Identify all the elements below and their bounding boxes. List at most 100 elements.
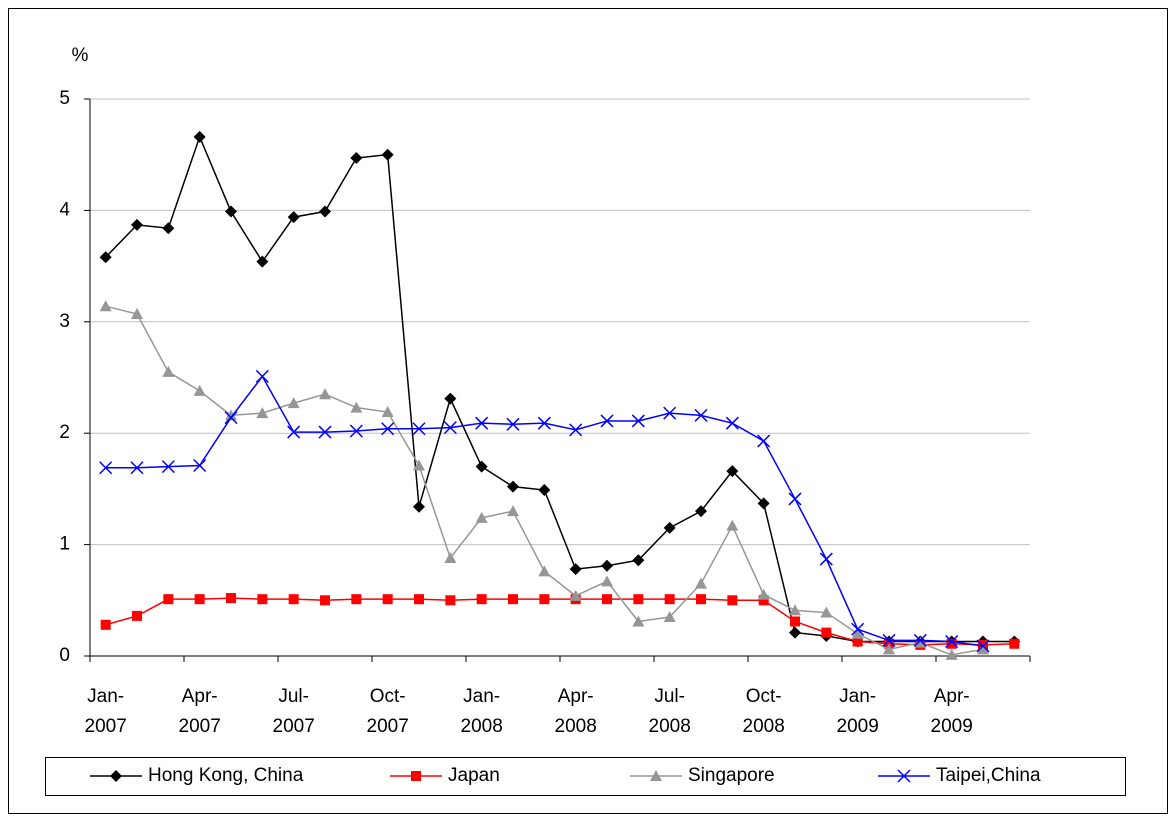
marker [411, 771, 421, 781]
marker [537, 416, 551, 430]
marker [946, 638, 957, 649]
marker [664, 594, 675, 605]
marker [99, 300, 112, 312]
marker [350, 401, 363, 413]
marker [977, 643, 989, 655]
marker [475, 416, 489, 430]
y-tick-label: 4 [59, 199, 70, 220]
marker [726, 519, 739, 531]
marker [913, 633, 927, 647]
x-tick-label: Jan-2009 [837, 686, 879, 737]
marker [193, 384, 206, 396]
marker [351, 594, 362, 605]
x-tick-label: Oct-2007 [367, 686, 409, 737]
marker [976, 639, 990, 653]
y-axis-label: % [72, 45, 89, 66]
marker [945, 634, 959, 649]
marker [790, 616, 800, 627]
marker [110, 770, 122, 782]
marker [100, 619, 111, 630]
marker [226, 593, 236, 604]
x-tick-label: Jan-2007 [85, 686, 127, 737]
marker [726, 465, 739, 478]
marker [287, 211, 300, 224]
marker [413, 500, 425, 513]
marker [663, 406, 677, 420]
marker [897, 769, 911, 783]
marker [130, 461, 144, 475]
marker [695, 577, 707, 589]
marker [381, 148, 394, 161]
legend-label: Hong Kong, China [148, 765, 304, 786]
marker [883, 643, 895, 655]
marker [444, 392, 457, 405]
marker [1009, 638, 1020, 649]
marker [318, 425, 332, 439]
marker [882, 633, 896, 647]
marker [132, 610, 142, 621]
marker [475, 460, 488, 473]
marker [851, 622, 865, 636]
marker [600, 414, 614, 428]
marker [663, 521, 676, 534]
y-tick-label: 5 [59, 88, 70, 109]
y-tick-label: 3 [59, 311, 70, 332]
marker [539, 594, 550, 605]
marker [945, 648, 958, 660]
marker [287, 397, 300, 409]
marker [601, 575, 613, 587]
series-line [105, 597, 1015, 646]
marker [538, 565, 551, 577]
marker [320, 595, 330, 606]
marker [538, 484, 551, 497]
marker [381, 406, 394, 418]
marker [569, 423, 583, 437]
marker [788, 492, 802, 506]
marker [476, 594, 487, 605]
marker [349, 424, 363, 438]
marker [650, 770, 662, 781]
marker [506, 417, 520, 431]
x-tick-label: Jan-2008 [461, 686, 503, 737]
marker [287, 425, 301, 439]
marker [632, 615, 645, 627]
marker [602, 594, 612, 605]
marker [193, 458, 207, 473]
marker [852, 636, 863, 647]
marker [757, 497, 770, 510]
marker [224, 411, 238, 425]
marker [632, 554, 645, 567]
legend-box [45, 757, 1126, 796]
marker [225, 409, 237, 421]
legend-label: Taipei,China [936, 765, 1041, 786]
marker [819, 552, 833, 566]
legend-label: Singapore [688, 765, 775, 786]
marker [131, 218, 143, 231]
marker [382, 594, 393, 605]
marker [162, 222, 175, 235]
marker [350, 152, 363, 165]
marker [193, 130, 206, 143]
marker [99, 251, 112, 264]
x-tick-label: Apr-2008 [555, 686, 597, 737]
marker [694, 408, 708, 422]
marker [789, 626, 801, 639]
marker [757, 588, 770, 600]
marker [319, 205, 331, 218]
x-tick-label: Oct-2008 [743, 686, 785, 737]
y-tick-label: 2 [59, 422, 70, 443]
marker [695, 505, 707, 518]
marker [194, 594, 205, 605]
marker [758, 595, 769, 606]
marker [256, 255, 269, 268]
marker [725, 416, 739, 430]
marker [257, 594, 268, 605]
marker [633, 594, 644, 605]
marker [601, 559, 613, 572]
marker [820, 606, 833, 618]
y-tick-label: 0 [59, 645, 70, 666]
marker [757, 434, 771, 448]
x-tick-label: Jul-2008 [649, 686, 691, 737]
marker [663, 611, 676, 623]
